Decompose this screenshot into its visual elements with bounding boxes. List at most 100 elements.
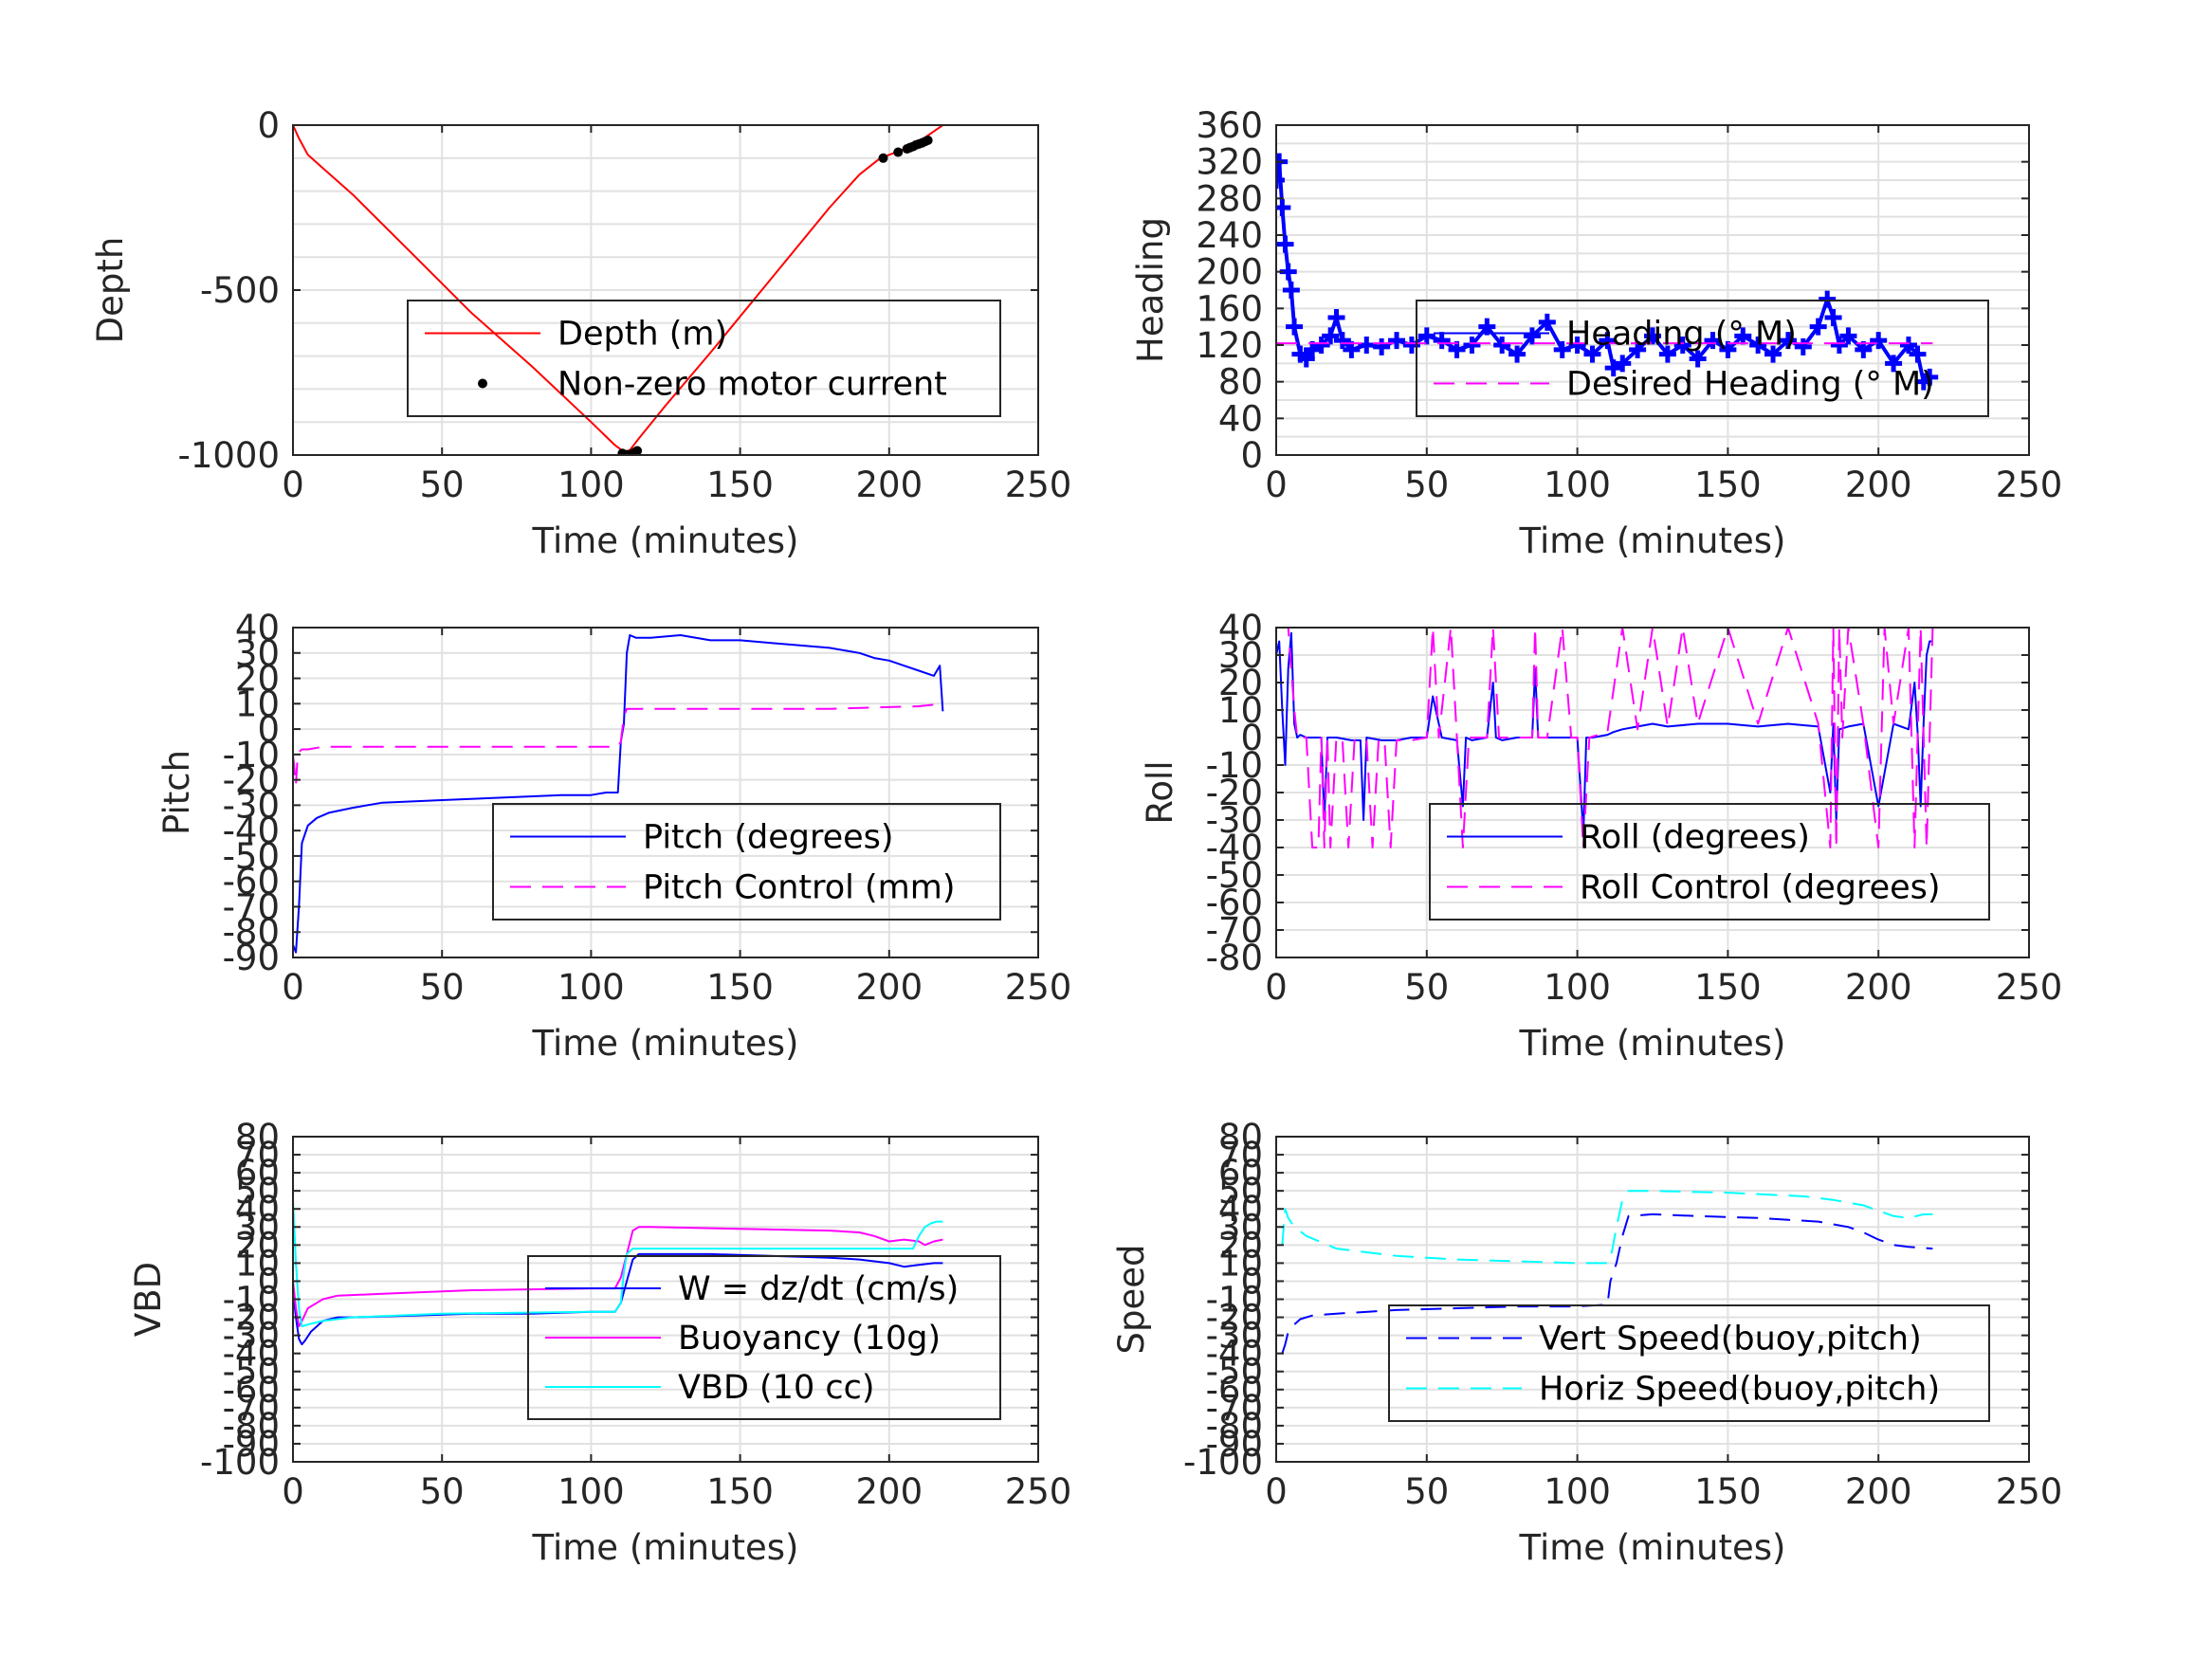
pitch-ytick-label: 30: [235, 633, 280, 674]
heading-series-0-marker: [1794, 337, 1812, 356]
heading-series-0-marker: [1327, 309, 1345, 326]
heading-series-0-marker: [1297, 350, 1315, 368]
heading-legend-label: Desired Heading (° M): [1566, 366, 1934, 404]
vbd-ytick-label: -30: [223, 1316, 280, 1357]
depth-series-1-marker: [878, 153, 888, 163]
vbd-legend-label: Buoyancy (10g): [678, 1320, 941, 1358]
vbd-ytick-label: -40: [223, 1334, 280, 1375]
depth-legend-swatch: [478, 378, 487, 389]
depth-xtick-label: 50: [420, 465, 465, 505]
heading-series-0-marker: [1809, 318, 1827, 336]
speed-ytick-label: -100: [1183, 1442, 1263, 1483]
heading-series-0-marker: [1388, 332, 1406, 350]
heading-xtick-label: 250: [1996, 465, 2063, 505]
heading-ytick-label: 160: [1196, 288, 1263, 329]
roll-ytick-label: 10: [1218, 690, 1263, 731]
speed-ytick-label: 40: [1218, 1189, 1263, 1230]
heading-xtick-label: 150: [1694, 465, 1762, 505]
roll-ytick-label: 0: [1240, 718, 1263, 758]
heading-series-0-marker: [1417, 327, 1435, 345]
pitch-legend-label: Pitch (degrees): [643, 819, 894, 857]
pitch-ytick-label: 40: [235, 608, 280, 648]
heading-series-0-marker: [1333, 332, 1351, 350]
pitch-legend-box: [492, 803, 1001, 921]
vbd-ytick-label: -100: [200, 1442, 280, 1483]
heading-series-0-marker: [1322, 327, 1340, 345]
speed-ytick-label: 10: [1218, 1243, 1263, 1284]
speed-ytick-label: -60: [1206, 1370, 1263, 1411]
vbd-legend-label: W = dz/dt (cm/s): [678, 1270, 959, 1308]
vbd-ytick-label: 0: [257, 1261, 280, 1302]
heading-legend-label: Heading (° M): [1566, 316, 1797, 354]
heading-series-0-marker: [1583, 345, 1601, 363]
roll-ytick-label: -30: [1206, 800, 1263, 841]
heading-ytick-label: 120: [1196, 325, 1263, 366]
vbd-xtick-label: 0: [282, 1471, 304, 1512]
roll-legend-label: Roll Control (degrees): [1580, 869, 1941, 907]
vbd-series-group: [293, 1199, 943, 1346]
speed-panel: 0 50 100 150 200 250-100-90-80-70-60-50-40-30…: [1111, 1117, 2062, 1568]
vbd-ytick-label: 50: [235, 1171, 280, 1212]
heading-legend-box: [1416, 300, 1989, 417]
heading-series-0-marker: [1523, 327, 1541, 345]
heading-series-0-marker: [1899, 337, 1917, 354]
heading-series-0-marker: [1704, 332, 1722, 350]
depth-xtick-label: 150: [706, 465, 774, 505]
roll-x-axis-label: Time (minutes): [1519, 1023, 1786, 1064]
speed-ytick-label: 20: [1218, 1225, 1263, 1266]
speed-series-0-line: [1281, 1212, 1933, 1355]
heading-ytick-label: 360: [1196, 105, 1263, 146]
pitch-plot-area: [293, 628, 1038, 957]
roll-ytick-label: 20: [1218, 663, 1263, 703]
pitch-ytick-label: -20: [223, 760, 280, 801]
heading-series-0-marker: [1885, 355, 1903, 373]
heading-series-0-marker: [1276, 235, 1294, 253]
roll-y-axis-label: Roll: [1140, 760, 1180, 824]
speed-legend: Vert Speed(buoy,pitch) Horiz Speed(buoy,p…: [1388, 1304, 1990, 1422]
heading-ytick-label: 0: [1240, 435, 1263, 476]
speed-ytick-label: -10: [1206, 1280, 1263, 1321]
pitch-x-axis-label: Time (minutes): [532, 1023, 799, 1064]
pitch-xtick-label: 50: [420, 967, 465, 1008]
heading-xtick-label: 50: [1404, 465, 1449, 505]
roll-legend: Roll (degrees) Roll Control (degrees): [1429, 803, 1990, 921]
speed-ytick-label: 50: [1218, 1171, 1263, 1212]
vbd-ytick-label: 60: [235, 1153, 280, 1194]
roll-ytick-label: -40: [1206, 828, 1263, 868]
speed-xtick-label: 200: [1845, 1471, 1912, 1512]
roll-xtick-label: 200: [1845, 967, 1912, 1008]
heading-x-axis-label: Time (minutes): [1519, 520, 1786, 561]
speed-legend-label: Horiz Speed(buoy,pitch): [1539, 1371, 1940, 1409]
pitch-series-group: [293, 634, 944, 954]
heading-series-0-marker: [1358, 337, 1376, 354]
roll-xtick-label: 150: [1694, 967, 1762, 1008]
pitch-ytick-label: -10: [223, 735, 280, 775]
speed-ytick-label: 0: [1240, 1261, 1263, 1302]
vbd-xtick-label: 100: [558, 1471, 625, 1512]
heading-series-0-marker: [1870, 332, 1888, 350]
pitch-legend-label: Pitch Control (mm): [643, 869, 955, 907]
pitch-ytick-label: -30: [223, 785, 280, 826]
speed-xtick-label: 250: [1996, 1471, 2063, 1512]
depth-x-axis-label: Time (minutes): [532, 520, 799, 561]
vbd-ytick-label: -50: [223, 1352, 280, 1393]
roll-series-1-line: [1276, 628, 1934, 848]
heading-ytick-label: 80: [1218, 362, 1263, 403]
depth-xtick-label: 0: [282, 465, 304, 505]
roll-xtick-label: 250: [1996, 967, 2063, 1008]
heading-series-0-marker: [1764, 345, 1782, 363]
speed-ytick-label: 80: [1218, 1117, 1263, 1158]
heading-xtick-label: 200: [1845, 465, 1912, 505]
roll-ytick-label: -20: [1206, 773, 1263, 813]
roll-xtick-label: 0: [1265, 967, 1288, 1008]
vbd-legend-label: VBD (10 cc): [678, 1369, 875, 1407]
heading-series-0-marker: [1824, 309, 1842, 326]
vbd-xtick-label: 200: [855, 1471, 923, 1512]
roll-xtick-label: 100: [1544, 967, 1611, 1008]
speed-ytick-label: 70: [1218, 1135, 1263, 1176]
pitch-series-0-line: [293, 634, 944, 954]
heading-series-0-marker: [1463, 337, 1481, 354]
pitch-xtick-label: 150: [706, 967, 774, 1008]
roll-legend-label: Roll (degrees): [1580, 819, 1810, 857]
depth-xtick-label: 200: [855, 465, 923, 505]
